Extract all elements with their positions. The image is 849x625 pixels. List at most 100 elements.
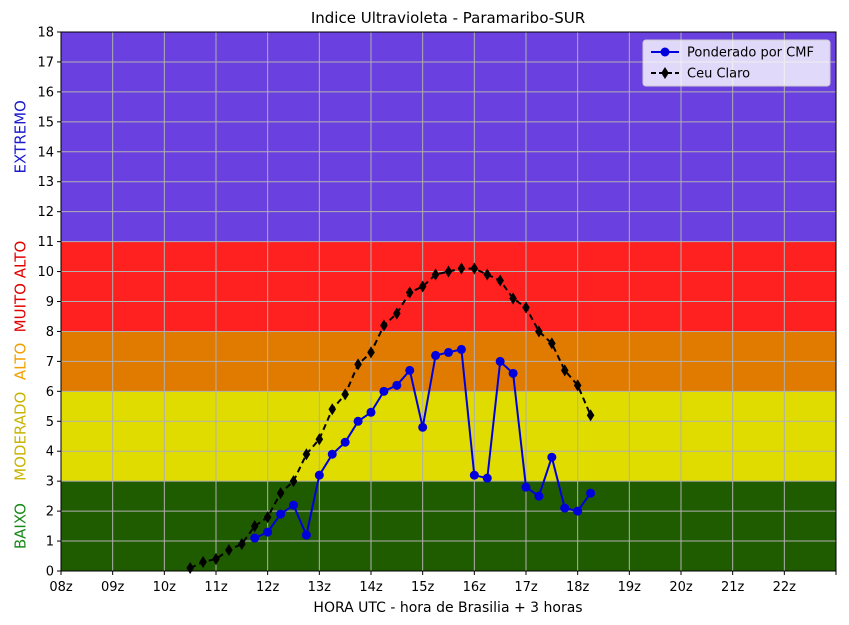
data-point-ceu-claro [560, 364, 569, 377]
data-point-ponderado-por-cmf [431, 350, 441, 360]
data-point-ceu-claro [509, 292, 517, 305]
x-tick-label: 15z [411, 580, 435, 595]
data-point-ponderado-por-cmf [573, 506, 583, 516]
data-point-ponderado-por-cmf [353, 416, 363, 426]
data-point-ceu-claro [431, 268, 440, 281]
data-point-ponderado-por-cmf [418, 422, 428, 432]
y-tick-label: 18 [37, 26, 54, 41]
band-label: BAIXO [12, 503, 30, 549]
data-point-ceu-claro [522, 301, 530, 314]
legend-marker-ceu-claro [661, 67, 669, 79]
x-tick-label: 17z [514, 580, 538, 595]
y-tick-label: 12 [37, 205, 54, 220]
y-tick-label: 1 [46, 535, 54, 550]
data-point-ceu-claro [367, 346, 375, 359]
data-point-ceu-claro [315, 433, 324, 446]
data-point-ceu-claro [483, 268, 492, 281]
data-point-ceu-claro [496, 274, 504, 287]
band-label: MODERADO [12, 392, 30, 481]
x-tick-label: 18z [566, 580, 590, 595]
y-tick-label: 17 [37, 55, 54, 70]
data-point-ponderado-por-cmf [340, 437, 350, 447]
x-tick-label: 21z [721, 580, 745, 595]
data-point-ponderado-por-cmf [456, 344, 466, 354]
x-tick-label: 09z [101, 580, 125, 595]
data-point-ponderado-por-cmf [392, 380, 402, 390]
y-tick-label: 4 [46, 445, 54, 460]
data-point-ponderado-por-cmf [379, 386, 389, 396]
x-tick-label: 12z [256, 580, 280, 595]
y-tick-label: 0 [46, 565, 54, 580]
data-point-ponderado-por-cmf [250, 533, 260, 543]
data-point-ceu-claro [186, 562, 194, 575]
data-point-ceu-claro [535, 325, 543, 338]
band-muito-alto [61, 241, 836, 332]
data-point-ceu-claro [212, 553, 220, 566]
data-point-ceu-claro [586, 409, 595, 422]
band-label: MUITO ALTO [12, 241, 30, 333]
data-point-ceu-claro [418, 280, 427, 293]
data-point-ponderado-por-cmf [289, 500, 298, 510]
x-tick-label: 08z [49, 580, 73, 595]
data-point-ponderado-por-cmf [521, 482, 531, 492]
data-point-ceu-claro [457, 262, 466, 275]
y-tick-label: 3 [46, 475, 54, 490]
y-tick-label: 7 [46, 355, 54, 370]
data-point-ceu-claro [250, 520, 259, 533]
bands-layer [61, 32, 836, 571]
data-point-ponderado-por-cmf [560, 503, 570, 513]
chart-title: Indice Ultravioleta - Paramaribo-SUR [311, 9, 585, 27]
x-tick-label: 10z [153, 580, 177, 595]
data-point-ponderado-por-cmf [327, 449, 337, 459]
data-point-ceu-claro [289, 475, 298, 488]
y-tick-label: 9 [46, 295, 54, 310]
data-point-ceu-claro [405, 286, 414, 299]
data-point-ponderado-por-cmf [495, 356, 505, 366]
data-point-ceu-claro [238, 538, 246, 551]
data-point-ponderado-por-cmf [482, 473, 492, 483]
band-baixo [61, 481, 836, 571]
data-point-ceu-claro [341, 388, 349, 401]
x-axis-label: HORA UTC - hora de Brasilia + 3 horas [313, 600, 582, 616]
y-tick-label: 14 [37, 145, 54, 160]
data-point-ceu-claro [302, 448, 311, 461]
band-labels: BAIXO MODERADO ALTO MUITO ALTO EXTREMO [12, 100, 30, 549]
x-tick-label: 13z [308, 580, 332, 595]
band-label: ALTO [12, 343, 30, 381]
data-point-ponderado-por-cmf [469, 470, 479, 480]
legend-marker-ponderado-por-cmf [660, 47, 670, 57]
legend-label-ponderado-por-cmf: Ponderado por CMF [687, 46, 814, 61]
data-point-ceu-claro [199, 556, 207, 569]
data-point-ceu-claro [225, 544, 233, 557]
legend-label-ceu-claro: Ceu Claro [687, 67, 750, 82]
data-point-ponderado-por-cmf [534, 491, 544, 501]
x-tick-label: 14z [359, 580, 383, 595]
data-point-ponderado-por-cmf [263, 527, 273, 537]
y-tick-label: 16 [37, 85, 54, 100]
band-label: EXTREMO [12, 100, 30, 173]
y-tick-label: 10 [37, 265, 54, 280]
data-point-ceu-claro [354, 358, 362, 371]
data-point-ponderado-por-cmf [405, 365, 415, 375]
data-point-ponderado-por-cmf [276, 509, 286, 519]
legend-box [642, 39, 831, 87]
y-tick-label: 11 [37, 235, 54, 250]
y-tick-label: 13 [37, 175, 54, 190]
data-point-ceu-claro [573, 379, 582, 392]
x-axis: 08z 09z 10z 11z 12z 13z 14z 15z 16z 17z 18z 19z 20z 2… [49, 571, 837, 595]
data-point-ceu-claro [263, 511, 272, 524]
y-tick-label: 2 [46, 505, 54, 520]
data-point-ceu-claro [548, 337, 556, 350]
legend: Ponderado por CMF Ceu Claro [642, 39, 831, 87]
band-moderado [61, 391, 836, 482]
y-tick-label: 5 [46, 415, 54, 430]
series-layer [186, 262, 596, 575]
y-tick-label: 6 [46, 385, 54, 400]
data-point-ponderado-por-cmf [301, 530, 311, 540]
x-tick-label: 19z [618, 580, 642, 595]
y-tick-label: 8 [46, 325, 54, 340]
x-tick-label: 22z [773, 580, 797, 595]
data-point-ponderado-por-cmf [586, 488, 596, 498]
